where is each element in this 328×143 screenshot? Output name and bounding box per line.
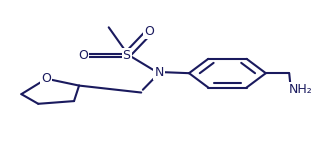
Text: O: O — [78, 49, 88, 62]
Text: NH₂: NH₂ — [289, 83, 313, 96]
Text: O: O — [42, 72, 51, 85]
Text: S: S — [123, 49, 131, 62]
Text: O: O — [144, 25, 154, 38]
Text: N: N — [154, 66, 164, 79]
